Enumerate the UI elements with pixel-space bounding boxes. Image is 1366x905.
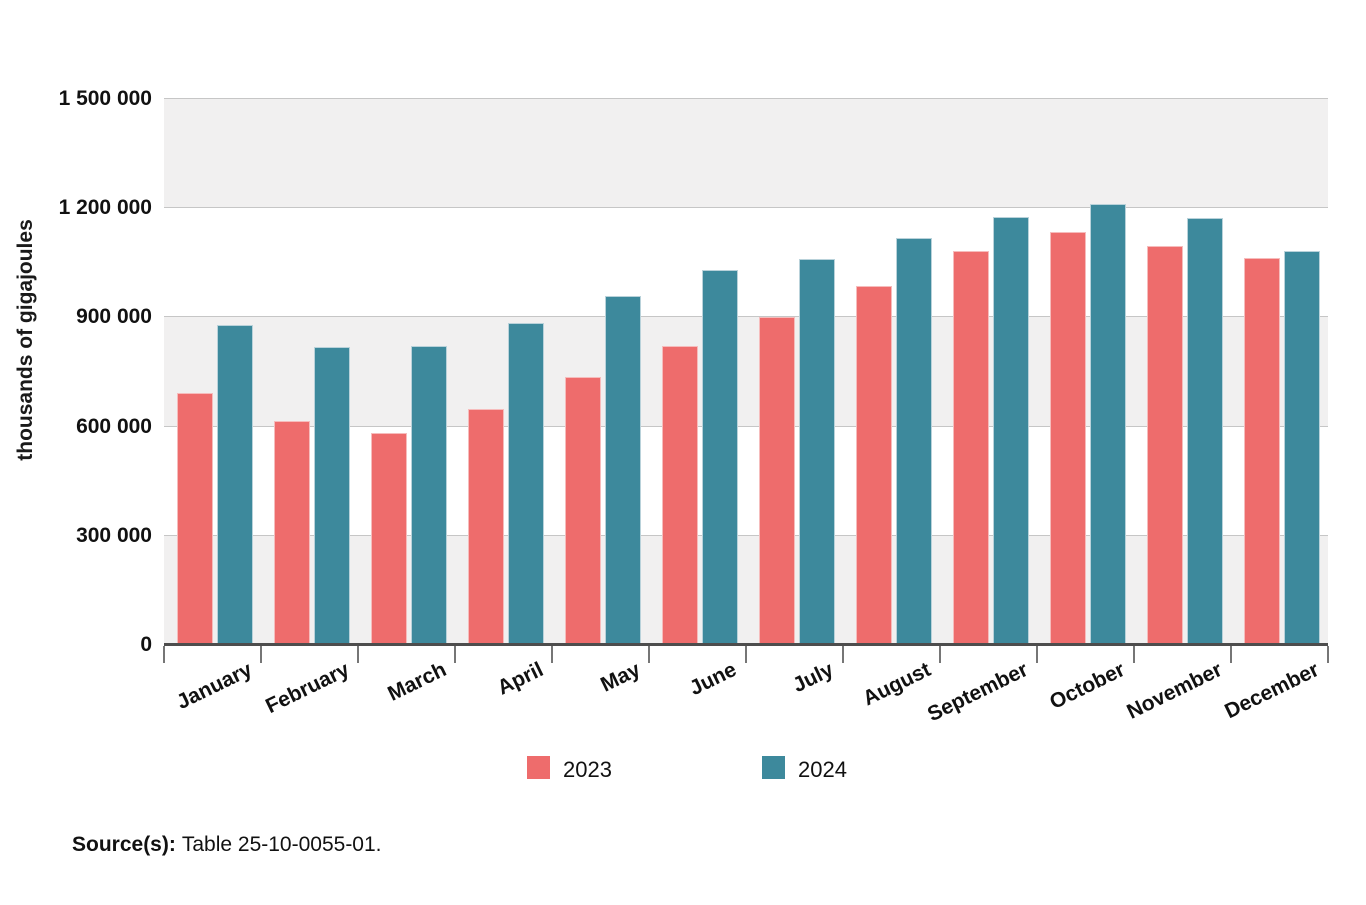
bar-2023-december xyxy=(1244,258,1280,644)
bar-2023-march xyxy=(371,432,407,644)
bar-2023-september xyxy=(953,250,989,644)
bar-2023-june xyxy=(662,345,698,644)
x-axis-tick xyxy=(1036,646,1038,663)
x-axis-label-october: October xyxy=(1046,658,1129,714)
legend-swatch-2024 xyxy=(762,756,785,779)
x-axis-tick xyxy=(163,646,165,663)
x-axis-line xyxy=(164,643,1328,646)
x-axis-tick xyxy=(842,646,844,663)
grid-band xyxy=(164,207,1328,317)
bar-2024-june xyxy=(702,270,738,644)
legend-swatch-2023 xyxy=(527,756,550,779)
grid-band xyxy=(164,316,1328,426)
x-axis-label-november: November xyxy=(1123,658,1226,724)
x-axis-label-march: March xyxy=(383,658,450,706)
y-gridline xyxy=(164,98,1328,99)
y-axis-tick-label: 900 000 xyxy=(76,305,152,329)
x-axis-label-february: February xyxy=(261,658,353,719)
y-axis-tick-label: 300 000 xyxy=(76,523,152,547)
bar-2023-january xyxy=(177,392,213,644)
x-axis-tick xyxy=(1230,646,1232,663)
bar-2023-april xyxy=(468,408,504,644)
grid-band xyxy=(164,534,1328,644)
grid-band xyxy=(164,98,1328,208)
bar-2024-april xyxy=(508,322,544,644)
bar-2023-may xyxy=(565,377,601,644)
y-gridline xyxy=(164,425,1328,427)
x-axis-label-may: May xyxy=(596,658,644,697)
source-label: Source(s): xyxy=(72,833,176,856)
x-axis-label-june: June xyxy=(686,658,741,701)
bar-2023-july xyxy=(759,317,795,644)
y-axis-tick-label: 1 500 000 xyxy=(58,87,152,110)
grid-band xyxy=(164,425,1328,535)
bar-2023-october xyxy=(1050,231,1086,644)
y-axis-tick-label: 1 200 000 xyxy=(58,196,152,220)
x-axis-tick xyxy=(1133,646,1135,663)
bar-2024-july xyxy=(799,259,835,644)
bar-2023-november xyxy=(1147,246,1183,644)
bar-2024-december xyxy=(1284,250,1320,644)
source-note: Source(s): Table 25-10-0055-01. xyxy=(72,833,382,857)
x-axis-label-april: April xyxy=(493,658,547,700)
bar-2024-august xyxy=(896,238,932,644)
x-axis-tick xyxy=(648,646,650,663)
y-axis-tick-label: 600 000 xyxy=(76,414,152,438)
x-axis-label-december: December xyxy=(1221,658,1323,724)
y-gridline xyxy=(164,534,1328,536)
x-axis-tick xyxy=(551,646,553,663)
x-axis-label-august: August xyxy=(859,658,935,711)
x-axis-tick xyxy=(1327,646,1329,663)
x-axis-tick xyxy=(939,646,941,663)
bar-2024-november xyxy=(1187,218,1223,644)
y-axis-tick-label: 0 xyxy=(140,633,152,656)
x-axis-label-january: January xyxy=(173,658,256,714)
x-axis-tick xyxy=(260,646,262,663)
y-gridline xyxy=(164,316,1328,318)
bar-2024-february xyxy=(314,346,350,644)
source-text: Table 25-10-0055-01. xyxy=(181,833,382,856)
x-axis-tick xyxy=(454,646,456,663)
legend-label-2023: 2023 xyxy=(563,757,612,782)
legend-label-2024: 2024 xyxy=(798,757,847,782)
bar-2024-january xyxy=(217,325,253,644)
y-gridline xyxy=(164,207,1328,209)
bar-2023-august xyxy=(856,286,892,644)
x-axis-label-september: September xyxy=(923,658,1032,727)
bar-2024-september xyxy=(993,217,1029,644)
x-axis-label-july: July xyxy=(789,658,838,698)
bar-2024-march xyxy=(411,345,447,644)
bar-2023-february xyxy=(274,420,310,644)
bar-2024-may xyxy=(605,296,641,644)
x-axis-tick xyxy=(357,646,359,663)
bar-2024-october xyxy=(1090,203,1126,644)
x-axis-tick xyxy=(745,646,747,663)
